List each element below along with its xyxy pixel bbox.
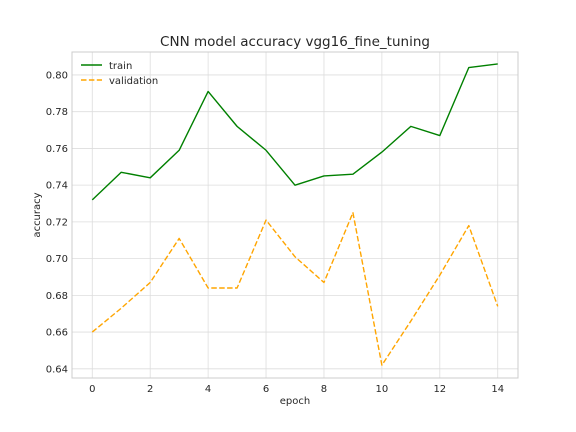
legend: train validation (81, 61, 158, 87)
legend-label-train: train (109, 61, 132, 72)
series-line-train (91, 63, 498, 201)
x-tick-label: 6 (263, 384, 269, 395)
series-lines (91, 63, 499, 366)
y-tick-label: 0.72 (46, 217, 68, 228)
y-axis-label: accuracy (32, 192, 43, 237)
legend-label-validation: validation (109, 76, 158, 87)
chart-title: CNN model accuracy vgg16_fine_tuning (160, 34, 430, 50)
y-tick-label: 0.74 (46, 181, 68, 192)
x-tick-label: 2 (147, 384, 153, 395)
y-tick-label: 0.78 (46, 107, 68, 118)
x-tick-label: 12 (433, 384, 446, 395)
x-tick-label: 14 (491, 384, 504, 395)
y-tick-label: 0.70 (46, 254, 68, 265)
y-tick-labels: 0.64 0.66 0.68 0.70 0.72 0.74 0.76 0.78 0.80 (46, 70, 68, 375)
y-tick-label: 0.68 (46, 291, 68, 302)
x-tick-label: 4 (205, 384, 211, 395)
x-tick-label: 10 (376, 384, 389, 395)
x-axis-label: epoch (280, 396, 310, 407)
x-tick-labels: 0 2 4 6 8 10 12 14 (89, 384, 504, 395)
x-tick-label: 0 (89, 384, 95, 395)
series-line-validation (91, 211, 499, 366)
plot-frame (71, 51, 519, 379)
x-tick-label: 8 (321, 384, 327, 395)
y-tick-label: 0.80 (46, 70, 68, 81)
y-tick-label: 0.76 (46, 144, 68, 155)
y-tick-label: 0.66 (46, 328, 68, 339)
y-tick-label: 0.64 (46, 364, 68, 375)
